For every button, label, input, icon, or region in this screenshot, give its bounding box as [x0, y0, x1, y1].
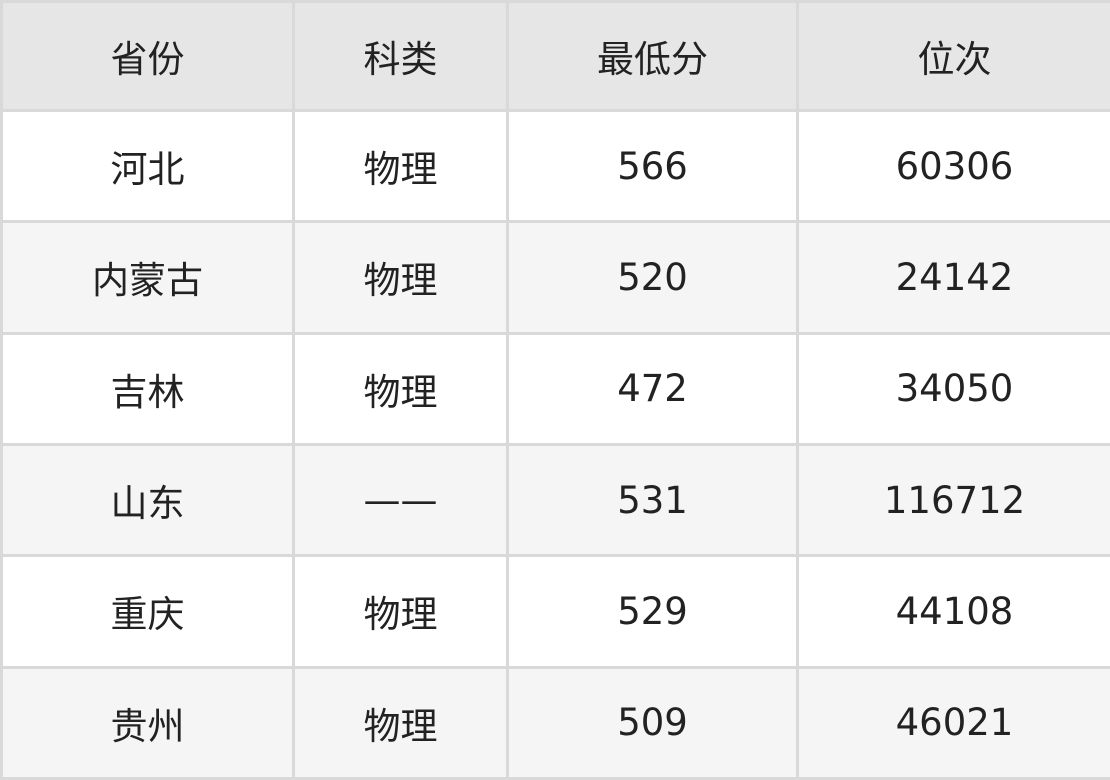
table-row: 内蒙古 物理 520 24142	[0, 220, 1110, 335]
province-cell: 贵州	[0, 665, 295, 780]
header-rank: 位次	[796, 0, 1110, 112]
subject-cell: 物理	[292, 665, 509, 780]
subject-cell: ——	[292, 442, 509, 558]
rank-cell: 44108	[796, 554, 1110, 669]
subject-cell: 物理	[292, 108, 509, 224]
province-cell: 重庆	[0, 554, 295, 669]
province-cell: 内蒙古	[0, 220, 295, 335]
table-row: 山东 —— 531 116712	[0, 442, 1110, 558]
province-cell: 吉林	[0, 331, 295, 446]
min-score-cell: 520	[506, 220, 799, 335]
header-subject: 科类	[292, 0, 509, 112]
table-row: 贵州 物理 509 46021	[0, 665, 1110, 780]
rank-cell: 116712	[796, 442, 1110, 558]
table-row: 吉林 物理 472 34050	[0, 331, 1110, 446]
header-min-score: 最低分	[506, 0, 799, 112]
rank-cell: 34050	[796, 331, 1110, 446]
subject-cell: 物理	[292, 220, 509, 335]
min-score-cell: 509	[506, 665, 799, 780]
rank-cell: 46021	[796, 665, 1110, 780]
province-cell: 山东	[0, 442, 295, 558]
min-score-cell: 529	[506, 554, 799, 669]
subject-cell: 物理	[292, 331, 509, 446]
subject-cell: 物理	[292, 554, 509, 669]
min-score-cell: 472	[506, 331, 799, 446]
province-cell: 河北	[0, 108, 295, 224]
rank-cell: 24142	[796, 220, 1110, 335]
header-province: 省份	[0, 0, 295, 112]
min-score-cell: 566	[506, 108, 799, 224]
rank-cell: 60306	[796, 108, 1110, 224]
header-row: 省份 科类 最低分 位次	[0, 0, 1110, 112]
table-row: 河北 物理 566 60306	[0, 108, 1110, 224]
min-score-cell: 531	[506, 442, 799, 558]
table-row: 重庆 物理 529 44108	[0, 554, 1110, 669]
